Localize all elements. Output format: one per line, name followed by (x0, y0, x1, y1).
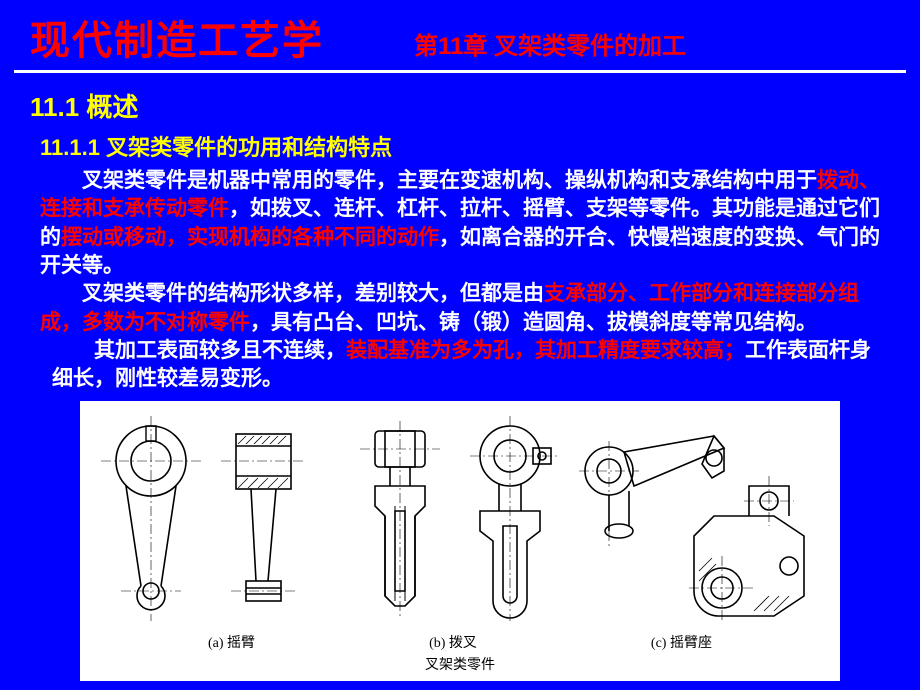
figure-label-b: (b) 拨叉 (429, 632, 477, 652)
paragraph-3: 其加工表面较多且不连续，装配基准为多为孔，其加工精度要求较高；工作表面杆身细长，… (0, 336, 920, 393)
paragraph-1: 叉架类零件是机器中常用的零件，主要在变速机构、操纵机构和支承结构中用于拨动、连接… (0, 166, 920, 279)
chapter-title: 第11章 叉架类零件的加工 (414, 26, 686, 61)
header-divider (14, 70, 906, 73)
paragraph-2: 叉架类零件的结构形状多样，差别较大，但都是由支承部分、工作部分和连接部分组成，多… (0, 279, 920, 336)
subsection-heading: 11.1.1 叉架类零件的功用和结构特点 (0, 130, 920, 166)
figure-b (355, 416, 565, 626)
figure-row (81, 402, 839, 632)
p1-text-1: 叉架类零件是机器中常用的零件，主要在变速机构、操纵机构和支承结构中用于 (82, 168, 817, 192)
slide-header: 现代制造工艺学 第11章 叉架类零件的加工 (0, 0, 920, 70)
p2-text-2: ，具有凸台、凹坑、铸（锻）造圆角、拔模斜度等常见结构。 (250, 310, 817, 334)
figure-label-c: (c) 摇臂座 (651, 632, 712, 652)
rocker-arm-icon (96, 416, 346, 626)
figure-labels: (a) 摇臂 (b) 拨叉 (c) 摇臂座 (81, 632, 839, 652)
p3-highlight-1: 装配基准为多为孔，其加工精度要求较高； (346, 338, 745, 362)
p1-highlight-2: 摆动或移动，实现机构的各种不同的动作 (61, 225, 439, 249)
section-heading: 11.1 概述 (0, 83, 920, 130)
figure-container: (a) 摇臂 (b) 拨叉 (c) 摇臂座 叉架类零件 (80, 401, 840, 681)
rocker-seat-icon (574, 416, 824, 626)
figure-c (574, 416, 824, 626)
course-title: 现代制造工艺学 (30, 8, 324, 66)
p2-text-1: 叉架类零件的结构形状多样，差别较大，但都是由 (82, 281, 544, 305)
shift-fork-icon (355, 416, 565, 626)
figure-caption: 叉架类零件 (81, 654, 839, 674)
figure-a (96, 416, 346, 626)
figure-label-a: (a) 摇臂 (208, 632, 255, 652)
p3-text-1: 其加工表面较多且不连续， (94, 338, 346, 362)
